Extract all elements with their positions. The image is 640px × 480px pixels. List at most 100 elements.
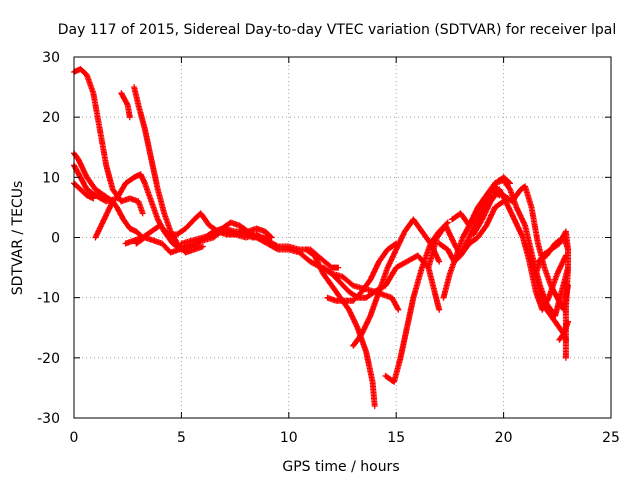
point-marks xyxy=(541,264,554,288)
point-marks xyxy=(382,265,399,289)
point-marks xyxy=(318,255,334,270)
point-marks xyxy=(77,186,89,198)
point-marks xyxy=(376,247,390,265)
y-tick-label: 0 xyxy=(51,231,60,247)
point-marks xyxy=(363,348,376,384)
point-marks xyxy=(509,187,523,205)
point-marks xyxy=(369,378,378,409)
point-marks xyxy=(191,243,206,253)
point-marks xyxy=(419,228,433,246)
point-marks xyxy=(337,279,351,294)
point-marks xyxy=(522,240,534,264)
point-marks xyxy=(114,181,128,202)
x-axis-label: GPS time / hours xyxy=(282,459,399,475)
point-marks xyxy=(391,356,404,385)
y-tick-label: -30 xyxy=(37,411,60,427)
series-track-4 xyxy=(71,180,97,202)
point-marks xyxy=(457,210,472,228)
point-marks xyxy=(182,217,197,232)
point-marks xyxy=(384,247,399,271)
point-marks xyxy=(442,222,457,246)
data-points xyxy=(71,66,571,409)
point-marks xyxy=(148,156,161,191)
point-marks xyxy=(436,240,450,252)
point-marks xyxy=(535,282,549,312)
point-marks xyxy=(83,174,98,192)
axis-ticks xyxy=(73,56,612,419)
point-marks xyxy=(425,264,443,313)
point-marks xyxy=(560,234,571,253)
x-tick-label: 5 xyxy=(177,430,186,446)
point-marks xyxy=(77,174,90,191)
point-marks xyxy=(543,241,558,259)
point-marks xyxy=(320,270,334,288)
point-marks xyxy=(479,199,494,223)
point-marks xyxy=(453,236,466,259)
point-marks xyxy=(90,90,103,131)
point-marks xyxy=(376,266,391,295)
point-marks xyxy=(83,186,98,198)
y-tick-label: -10 xyxy=(37,291,60,307)
point-marks xyxy=(446,254,459,277)
point-marks xyxy=(502,198,517,222)
point-marks xyxy=(174,226,188,238)
point-marks xyxy=(92,186,106,198)
series-track-1 xyxy=(71,66,146,217)
point-marks xyxy=(393,259,409,271)
series-track-15 xyxy=(350,216,443,349)
point-marks xyxy=(101,198,116,223)
point-marks xyxy=(75,156,90,179)
y-tick-label: -20 xyxy=(37,351,60,367)
point-marks xyxy=(483,205,498,229)
x-tick-label: 15 xyxy=(387,430,405,446)
point-marks xyxy=(350,332,364,349)
point-marks xyxy=(253,234,269,246)
point-marks xyxy=(264,240,280,252)
x-tick-label: 0 xyxy=(70,430,79,446)
point-marks xyxy=(135,102,148,131)
point-marks xyxy=(543,306,558,324)
point-marks xyxy=(148,198,161,221)
y-tick-label: 30 xyxy=(42,50,60,66)
point-marks xyxy=(120,216,132,231)
point-marks xyxy=(440,272,453,301)
point-marks xyxy=(367,260,382,283)
point-marks xyxy=(403,296,417,331)
point-marks xyxy=(358,277,373,295)
point-marks xyxy=(500,177,513,192)
series-track-5 xyxy=(92,198,116,241)
point-marks xyxy=(560,318,571,337)
point-marks xyxy=(96,126,109,167)
point-marks xyxy=(492,183,506,198)
point-marks xyxy=(122,175,136,187)
point-marks xyxy=(124,102,133,121)
point-marks xyxy=(197,210,212,228)
point-marks xyxy=(470,217,485,238)
series-track-25 xyxy=(556,318,571,343)
point-marks xyxy=(118,90,130,107)
series-track-7 xyxy=(131,84,206,256)
point-marks xyxy=(563,264,571,312)
y-tick-label: 10 xyxy=(42,170,60,186)
series-track-11 xyxy=(199,225,443,313)
point-marks xyxy=(410,216,425,234)
y-axis-label: SDTVAR / TECUs xyxy=(10,181,26,296)
point-marks xyxy=(350,289,364,304)
point-marks xyxy=(303,246,317,258)
point-marks xyxy=(393,229,408,253)
x-tick-label: 20 xyxy=(495,430,513,446)
point-marks xyxy=(311,252,326,276)
y-tick-label: 20 xyxy=(42,110,60,126)
point-marks xyxy=(131,84,142,107)
point-marks xyxy=(466,205,481,229)
point-marks xyxy=(92,217,107,241)
point-marks xyxy=(83,72,96,95)
point-marks xyxy=(345,306,360,330)
point-marks xyxy=(410,266,425,301)
point-marks xyxy=(328,270,343,285)
point-marks xyxy=(141,126,154,161)
point-marks xyxy=(401,217,416,235)
point-marks xyxy=(556,332,566,343)
point-marks xyxy=(511,216,526,240)
